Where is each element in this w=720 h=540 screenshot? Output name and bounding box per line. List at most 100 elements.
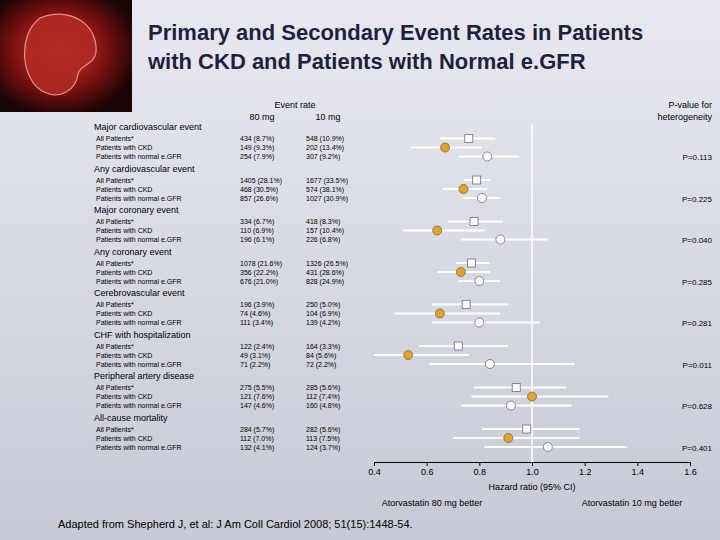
point-estimate [454, 342, 462, 350]
event-rate: 857 (26.6%) [240, 195, 278, 203]
event-rate: 548 (10.9%) [306, 135, 344, 143]
event-rate: 202 (13.4%) [306, 144, 344, 152]
p-value: P=0.628 [682, 402, 713, 411]
row-label: All Patients* [96, 426, 134, 433]
event-rate: 285 (5.6%) [306, 384, 340, 392]
event-rate: 1027 (30.9%) [306, 195, 348, 203]
event-rate: 282 (5.6%) [306, 426, 340, 434]
ci-line [419, 345, 509, 347]
group-label: Cerebrovascular event [94, 288, 185, 298]
chart: Primary and Secondary Event Rates in Pat… [0, 0, 720, 540]
event-rate: 431 (28.6%) [306, 269, 344, 277]
event-rate: 307 (9.2%) [306, 153, 340, 161]
plot-area [374, 124, 627, 462]
point-estimate [483, 152, 492, 161]
p-value: P=0.281 [682, 319, 713, 328]
row-label: Patients with CKD [96, 227, 152, 234]
tick-label: 1.6 [684, 467, 697, 477]
tick-mark [637, 462, 638, 466]
group-label: Major coronary event [94, 205, 179, 215]
point-estimate [404, 351, 413, 360]
event-rate: 1405 (28.1%) [240, 177, 282, 185]
point-estimate [435, 309, 444, 318]
row-label: Patients with normal e.GFR [96, 402, 182, 409]
p-value: P=0.011 [683, 361, 713, 370]
point-estimate [441, 143, 450, 152]
event-rate: 147 (4.6%) [240, 402, 274, 410]
ci-line [485, 446, 627, 448]
point-estimate [496, 235, 505, 244]
point-estimate [462, 301, 470, 309]
p-value: P=0.040 [682, 236, 713, 245]
tick: 0.6 [421, 462, 434, 477]
event-rate: 356 (22.2%) [240, 269, 278, 277]
event-rate: 284 (5.7%) [240, 426, 274, 434]
group-label: Major cardiovascular event [94, 122, 202, 132]
tick-mark [532, 462, 533, 466]
p-value: P=0.285 [682, 278, 713, 287]
point-estimate [459, 185, 468, 194]
ci-line [429, 363, 574, 365]
point-estimate [528, 392, 537, 401]
corner-image [0, 0, 132, 112]
group-label: CHF with hospitalization [94, 330, 191, 340]
ci-line [395, 313, 500, 315]
tick: 1.4 [632, 462, 645, 477]
annotation: Atorvastatin 10 mg better [582, 498, 683, 508]
event-rate: 132 (4.1%) [240, 444, 274, 452]
event-rate: 49 (3.1%) [240, 352, 270, 360]
point-estimate [543, 443, 552, 452]
row-label: Patients with normal e.GFR [96, 153, 182, 160]
point-estimate [465, 135, 473, 143]
ci-line [403, 230, 485, 232]
group-label: Any cardiovascular event [94, 164, 195, 174]
point-estimate [433, 226, 442, 235]
point-estimate [456, 268, 465, 277]
row-label: Patients with CKD [96, 186, 152, 193]
tick-label: 1.0 [526, 467, 539, 477]
event-rate: 676 (21.0%) [240, 278, 278, 286]
event-rate: 196 (6.1%) [240, 236, 274, 244]
event-rate: 74 (4.6%) [240, 310, 270, 318]
tick: 0.4 [368, 462, 381, 477]
tick-label: 0.6 [421, 467, 434, 477]
ci-line [461, 405, 572, 407]
event-rate: 254 (7.9%) [240, 153, 274, 161]
event-rate: 828 (24.9%) [306, 278, 344, 286]
tick: 1.2 [579, 462, 592, 477]
point-estimate [512, 384, 520, 392]
column-header: P-value forheterogeneity [657, 100, 712, 122]
tick-label: 1.2 [579, 467, 592, 477]
event-rate: 1078 (21.6%) [240, 260, 282, 268]
point-estimate [467, 259, 475, 267]
ci-line [453, 437, 579, 439]
row-label: All Patients* [96, 218, 134, 225]
event-rate: 468 (30.5%) [240, 186, 278, 194]
tick-label: 0.8 [474, 467, 487, 477]
table: Major cardiovascular event All Patients* 4… [94, 122, 713, 453]
row-label: Patients with normal e.GFR [96, 236, 182, 243]
title: Primary and Secondary Event Rates in Pat… [147, 20, 643, 74]
reference-line [531, 124, 533, 462]
row-label: Patients with CKD [96, 144, 152, 151]
row-label: All Patients* [96, 260, 134, 267]
point-estimate [477, 194, 486, 203]
column-header: Event rate [274, 100, 315, 110]
point-estimate [523, 425, 531, 433]
event-rate: 250 (5.0%) [306, 301, 340, 309]
event-rate: 1677 (33.5%) [306, 177, 348, 185]
tick-label: 0.4 [368, 467, 381, 477]
row-label: Patients with normal e.GFR [96, 195, 182, 202]
decoration [0, 0, 132, 112]
row-label: Patients with normal e.GFR [96, 319, 182, 326]
tick-mark [479, 462, 480, 466]
event-rate: 112 (7.0%) [240, 435, 274, 443]
event-rate: 113 (7.5%) [306, 435, 340, 443]
tick-mark [374, 462, 375, 466]
event-rate: 157 (10.4%) [306, 227, 344, 235]
point-estimate [473, 176, 481, 184]
event-rate: 334 (6.7%) [240, 218, 274, 226]
x-axis-title: Hazard ratio (95% CI) [488, 482, 575, 492]
row-label: Patients with normal e.GFR [96, 278, 182, 285]
group-label: Any coronary event [94, 247, 172, 257]
